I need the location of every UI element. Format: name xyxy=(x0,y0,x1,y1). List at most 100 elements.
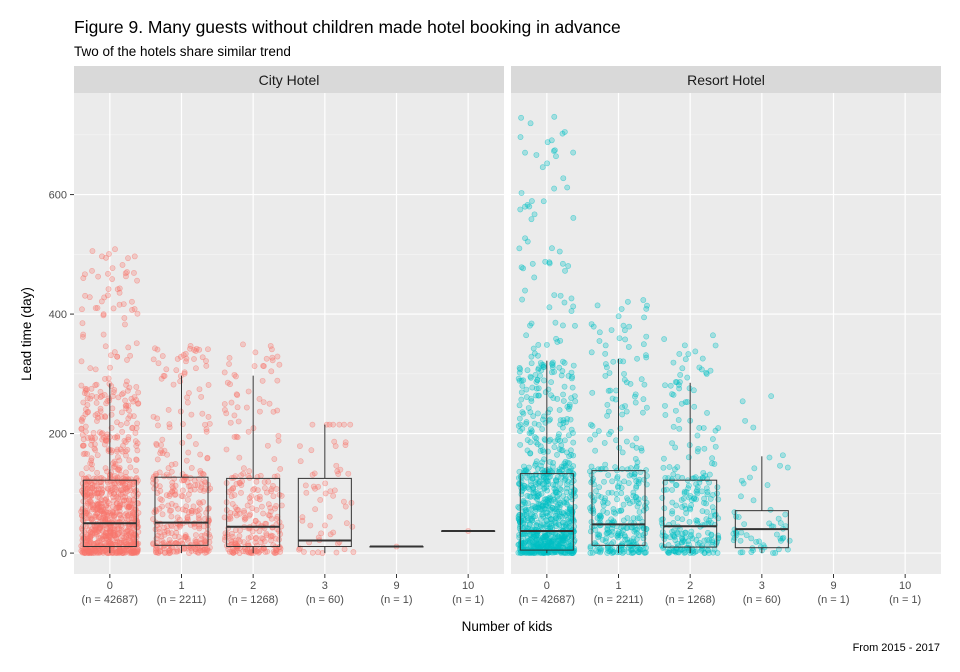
data-point xyxy=(588,349,595,356)
panel-background xyxy=(74,93,504,574)
data-point xyxy=(157,487,164,494)
data-point xyxy=(166,473,172,480)
data-point xyxy=(601,440,608,446)
data-point xyxy=(636,476,643,483)
data-point xyxy=(643,333,650,340)
data-point xyxy=(172,533,178,540)
data-point xyxy=(206,420,213,427)
data-point xyxy=(535,366,542,373)
data-point xyxy=(123,382,129,388)
data-point xyxy=(685,351,692,357)
data-point xyxy=(318,530,325,537)
data-point xyxy=(644,302,650,309)
data-point xyxy=(751,465,758,472)
data-point xyxy=(569,534,576,540)
data-point xyxy=(558,463,565,470)
data-point xyxy=(672,407,679,414)
data-point xyxy=(133,384,140,390)
data-point xyxy=(234,434,241,441)
data-point xyxy=(251,363,258,369)
data-point xyxy=(633,435,640,442)
data-point xyxy=(605,387,612,394)
data-point xyxy=(528,353,535,360)
data-point xyxy=(704,488,711,495)
data-point xyxy=(693,548,700,555)
data-point xyxy=(233,480,240,487)
data-point xyxy=(345,470,352,477)
data-point xyxy=(641,381,648,388)
data-point xyxy=(89,248,96,254)
data-point xyxy=(529,428,535,435)
data-point xyxy=(669,545,676,552)
data-point xyxy=(159,511,166,518)
data-point xyxy=(167,549,173,556)
data-point xyxy=(675,543,681,550)
data-point xyxy=(126,483,133,490)
data-point xyxy=(194,482,201,488)
data-point xyxy=(742,417,749,424)
data-point xyxy=(670,359,677,366)
data-point xyxy=(124,387,131,394)
data-point xyxy=(641,314,647,321)
data-point xyxy=(102,413,108,420)
data-point xyxy=(102,465,109,472)
data-point xyxy=(553,153,559,160)
data-point xyxy=(529,475,536,482)
data-point xyxy=(132,515,139,522)
data-point xyxy=(88,441,95,448)
data-point xyxy=(161,531,168,538)
data-point xyxy=(708,519,714,526)
data-point xyxy=(223,410,230,417)
data-point xyxy=(743,532,750,539)
data-point xyxy=(125,516,132,523)
data-point xyxy=(557,337,564,344)
data-point xyxy=(114,434,121,441)
data-point xyxy=(601,497,608,504)
data-point xyxy=(87,365,94,372)
data-point xyxy=(277,466,284,472)
x-tick-label: 0 xyxy=(107,580,113,592)
data-point xyxy=(110,389,117,396)
data-point xyxy=(659,516,666,523)
data-point xyxy=(168,468,175,475)
data-point xyxy=(184,399,191,406)
data-point xyxy=(121,315,128,321)
data-point xyxy=(643,352,649,359)
data-point xyxy=(529,198,535,204)
data-point xyxy=(272,535,279,542)
data-point xyxy=(129,298,135,305)
data-point xyxy=(568,375,575,382)
data-point xyxy=(661,336,668,342)
data-point xyxy=(92,435,98,441)
data-point xyxy=(709,455,715,462)
data-point xyxy=(621,327,628,334)
y-tick-label: 600 xyxy=(49,190,67,202)
data-point xyxy=(116,457,123,464)
data-point xyxy=(662,402,668,409)
data-point xyxy=(669,476,675,483)
data-point xyxy=(594,302,601,309)
data-point xyxy=(756,538,763,545)
data-point xyxy=(701,495,708,502)
data-point xyxy=(539,480,546,487)
data-point xyxy=(624,466,631,473)
data-point xyxy=(546,260,553,267)
data-point xyxy=(159,450,166,457)
data-point xyxy=(700,469,707,476)
data-point xyxy=(179,439,186,446)
data-point xyxy=(519,296,525,303)
data-point xyxy=(632,399,639,406)
data-point xyxy=(530,345,537,352)
data-point xyxy=(191,356,197,362)
data-point xyxy=(127,352,134,359)
data-point xyxy=(712,342,719,349)
data-point xyxy=(538,490,545,497)
data-point xyxy=(518,377,525,384)
data-point xyxy=(96,500,103,507)
data-point xyxy=(174,514,181,521)
data-point xyxy=(602,350,609,357)
data-point xyxy=(124,488,131,494)
data-point xyxy=(516,402,523,409)
data-point xyxy=(230,474,237,481)
